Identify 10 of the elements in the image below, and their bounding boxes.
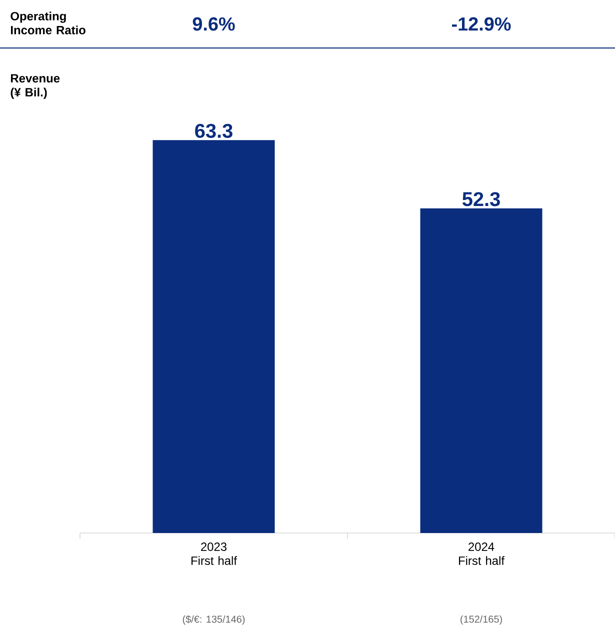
- x-tick-label: 2023 First half: [191, 542, 238, 565]
- text: 9.6%: [192, 17, 235, 31]
- text: Operating Income Ratio: [10, 12, 86, 34]
- x-tick-label: 2024 First half: [458, 542, 505, 565]
- text: Revenue (¥ Bil.): [10, 74, 60, 99]
- data-label: 52.3: [462, 192, 500, 206]
- text: -12.9%: [452, 17, 511, 31]
- data-label: 63.3: [195, 124, 232, 138]
- text: ($/€: 135/146): [182, 615, 245, 625]
- text: (152/165): [460, 615, 502, 625]
